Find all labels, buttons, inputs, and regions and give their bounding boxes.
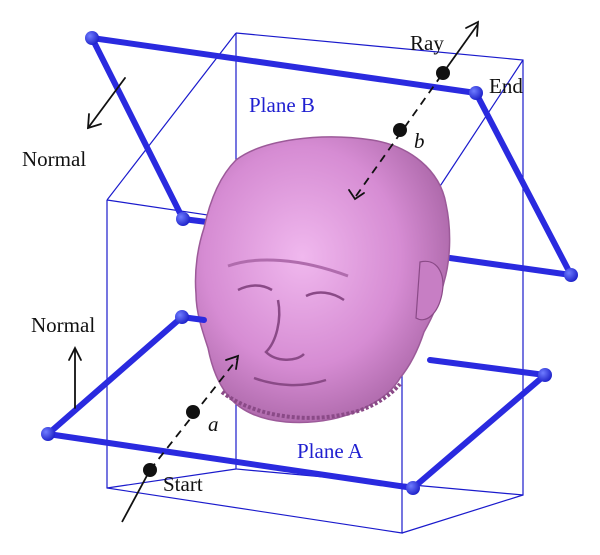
head-nose bbox=[264, 299, 305, 361]
point-a-label: a bbox=[208, 412, 219, 436]
normal-top-label: Normal bbox=[22, 147, 86, 171]
start-point bbox=[143, 463, 157, 477]
end-point bbox=[436, 66, 450, 80]
plane-b-corner bbox=[85, 31, 99, 45]
head-eye-left bbox=[237, 284, 273, 292]
point-b-label: b bbox=[414, 129, 425, 153]
plane-a-frame bbox=[45, 314, 548, 491]
bounding-box-edge bbox=[106, 32, 237, 201]
plane-b-label: Plane B bbox=[249, 93, 315, 117]
bounding-box-edge bbox=[106, 468, 237, 489]
plane-b-corner bbox=[176, 212, 190, 226]
point-a-marker bbox=[186, 405, 200, 419]
head-brow bbox=[227, 258, 349, 278]
ray-segment-solid bbox=[442, 23, 479, 74]
head-eye-right bbox=[305, 291, 345, 302]
plane-a-corner bbox=[41, 427, 55, 441]
ray-arrowheads bbox=[225, 20, 480, 370]
head-jaw-rim bbox=[220, 382, 402, 420]
ray-label: Ray bbox=[410, 31, 444, 55]
ray-arrowhead-entry bbox=[225, 354, 240, 370]
ray-points bbox=[143, 66, 450, 477]
point-b-marker bbox=[393, 123, 407, 137]
ray-arrowhead-top bbox=[465, 20, 480, 37]
normal-bottom-label: Normal bbox=[31, 313, 95, 337]
normal-arrow-top bbox=[87, 77, 126, 130]
end-label: End bbox=[489, 74, 523, 98]
start-label: Start bbox=[163, 472, 203, 496]
plane-a-corner bbox=[175, 310, 189, 324]
ray-arrowhead-exit bbox=[348, 189, 365, 201]
ray-segment-solid bbox=[121, 469, 151, 523]
bounding-box-edge bbox=[401, 494, 524, 534]
plane-a-corner bbox=[538, 368, 552, 382]
head-model bbox=[194, 136, 451, 424]
plane-a-label: Plane A bbox=[297, 439, 364, 463]
head-silhouette bbox=[194, 136, 451, 424]
head-ear bbox=[415, 260, 444, 321]
plane-b-corner bbox=[564, 268, 578, 282]
plane-corner-spheres bbox=[41, 31, 578, 495]
head-mouth bbox=[253, 376, 327, 387]
normal-arrow-bottom bbox=[68, 345, 82, 409]
plane-b-corner bbox=[469, 86, 483, 100]
plane-a-corner bbox=[406, 481, 420, 495]
